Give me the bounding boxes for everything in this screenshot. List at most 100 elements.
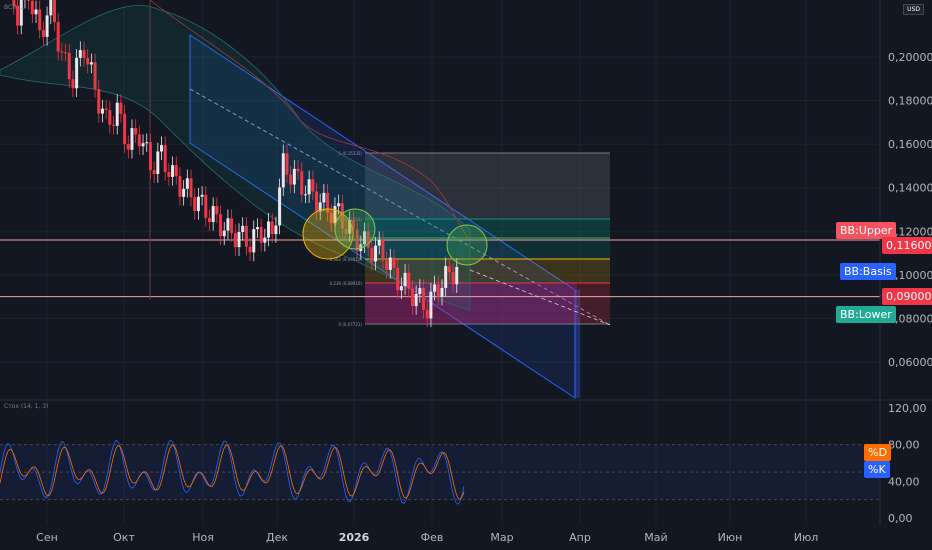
candle [414, 293, 418, 307]
candle [115, 102, 119, 126]
fib-zone [365, 238, 610, 259]
fib-label: 0 (0,07721) [339, 322, 363, 327]
fib-zone [365, 283, 610, 324]
time-tick-label: Июн [718, 531, 743, 544]
price-tick-label: 0,06000 [888, 356, 932, 369]
candle [12, 0, 16, 6]
fib-zone [365, 219, 610, 238]
candle [82, 50, 86, 58]
highlight-circle [334, 208, 376, 250]
candle [148, 142, 152, 171]
candle [207, 217, 211, 223]
candle [285, 153, 289, 175]
time-tick-label: Апр [569, 531, 591, 544]
candle [123, 113, 127, 145]
candle [433, 284, 437, 292]
candle [429, 291, 433, 319]
time-tick-label: Май [644, 531, 667, 544]
fib-label: 0.382 (0,09812) [330, 257, 363, 262]
candle [182, 188, 186, 197]
candle [444, 266, 448, 288]
candle [237, 231, 241, 248]
candle [388, 257, 392, 270]
candle [226, 218, 230, 231]
candle [30, 0, 34, 15]
candle [355, 229, 359, 252]
candle [60, 51, 64, 53]
candle [329, 212, 333, 224]
candle [410, 288, 414, 307]
candle [215, 206, 219, 215]
price-tick-label: 0,20000 [888, 51, 932, 64]
candle [385, 260, 389, 270]
bb-basis-tag: BB:Basis [840, 263, 896, 280]
time-tick-label: Окт [113, 531, 135, 544]
candle [41, 30, 45, 37]
candle [403, 272, 407, 287]
stoch-k-tag: %K [864, 461, 890, 478]
candle [281, 153, 285, 188]
candle [219, 214, 223, 237]
time-tick-label: Июл [794, 531, 819, 544]
candle [34, 9, 38, 15]
oscillator-legend: Стох (14, 1, 3) [4, 403, 49, 410]
highlight-circle [446, 224, 488, 266]
candle [374, 245, 378, 262]
candle [289, 174, 293, 185]
candle [193, 197, 197, 212]
candle [156, 151, 160, 175]
candle [97, 89, 101, 114]
candle [141, 143, 145, 147]
candle [134, 128, 138, 135]
candle [303, 194, 307, 196]
bb-upper-price-tag: 0,11600 [882, 237, 932, 254]
candle [71, 79, 75, 89]
candle [78, 50, 82, 58]
candle [348, 220, 352, 234]
bb-upper-line [149, 0, 471, 241]
candle [75, 57, 79, 89]
candle [241, 225, 245, 232]
candle [200, 194, 204, 197]
currency-button[interactable]: USD [903, 4, 924, 15]
candle [311, 179, 315, 192]
osc-tick-label: 0,00 [888, 512, 913, 525]
candle [381, 240, 385, 261]
candle [455, 266, 459, 285]
channel-midline [189, 88, 611, 326]
candle [145, 142, 149, 144]
osc-tick-label: 80,00 [888, 439, 920, 452]
candle [130, 128, 134, 150]
candle [296, 168, 300, 172]
fib-label: 0.236 (0,08916) [330, 281, 363, 286]
candle [174, 165, 178, 177]
fib-label: 1 (0,15335) [339, 151, 363, 156]
candle [248, 246, 252, 253]
candle [222, 230, 226, 237]
channel-extension [575, 290, 580, 398]
osc-tick-label: 40,00 [888, 475, 920, 488]
candle [270, 221, 274, 235]
candle [167, 172, 171, 177]
price-tick-label: 0,08000 [888, 312, 932, 325]
candle [244, 225, 248, 247]
time-tick-label: Ноя [192, 531, 214, 544]
candle [307, 179, 311, 195]
candle [230, 218, 234, 234]
candle [52, 0, 56, 23]
candle [27, 0, 31, 1]
candle [211, 206, 215, 223]
candle [112, 124, 116, 126]
symbol-legend: BCH ... [4, 4, 25, 11]
candle [292, 168, 296, 185]
candle [19, 0, 23, 26]
stoch-d-line [0, 444, 465, 500]
candle [418, 287, 422, 294]
candle [67, 52, 71, 80]
candle [233, 233, 237, 248]
candle [64, 52, 68, 54]
time-tick-label: Фев [421, 531, 444, 544]
candle [259, 227, 263, 243]
time-tick-label: Дек [266, 531, 288, 544]
